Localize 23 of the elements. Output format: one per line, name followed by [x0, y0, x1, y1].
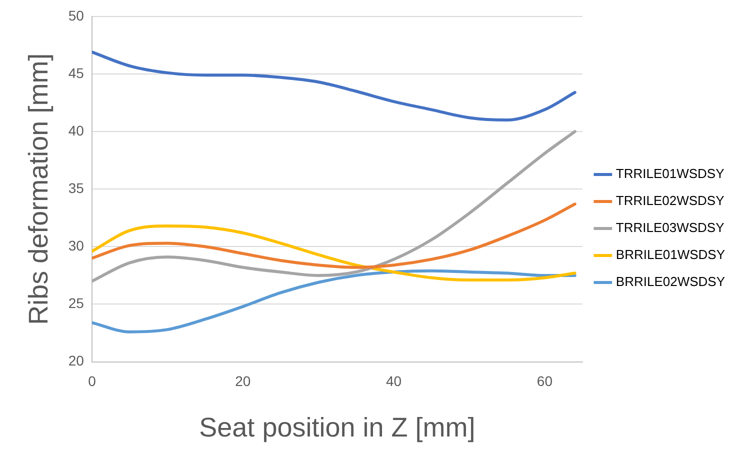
- legend-label: TRRILE02WSDSY: [616, 193, 725, 208]
- y-tick-label: 45: [68, 64, 84, 81]
- legend-label: BRRILE01WSDSY: [616, 247, 726, 262]
- line-series: [92, 202, 576, 269]
- x-tick-label: 0: [88, 373, 96, 390]
- y-axis-title: Ribs deformation [mm]: [24, 53, 54, 325]
- x-tick-label: 20: [235, 373, 251, 390]
- line-series: [92, 224, 576, 282]
- y-tick-label: 50: [68, 7, 84, 24]
- line-series: [92, 130, 576, 283]
- y-tick-label: 35: [68, 180, 84, 196]
- y-tick-label: 20: [68, 352, 84, 369]
- line-series: [92, 269, 576, 334]
- x-tick-label: 40: [386, 373, 402, 390]
- y-tick-label: 30: [68, 238, 84, 254]
- line-series: [92, 50, 576, 122]
- legend-label: BRRILE02WSDSY: [616, 274, 726, 290]
- x-tick-label: 60: [536, 373, 553, 390]
- y-tick-label: 25: [68, 295, 84, 312]
- legend-label: TRRILE03WSDSY: [616, 220, 725, 236]
- x-axis-title: Seat position in Z [mm]: [199, 412, 476, 442]
- legend-label: TRRILE01WSDSY: [616, 166, 725, 182]
- y-tick-label: 40: [68, 122, 84, 138]
